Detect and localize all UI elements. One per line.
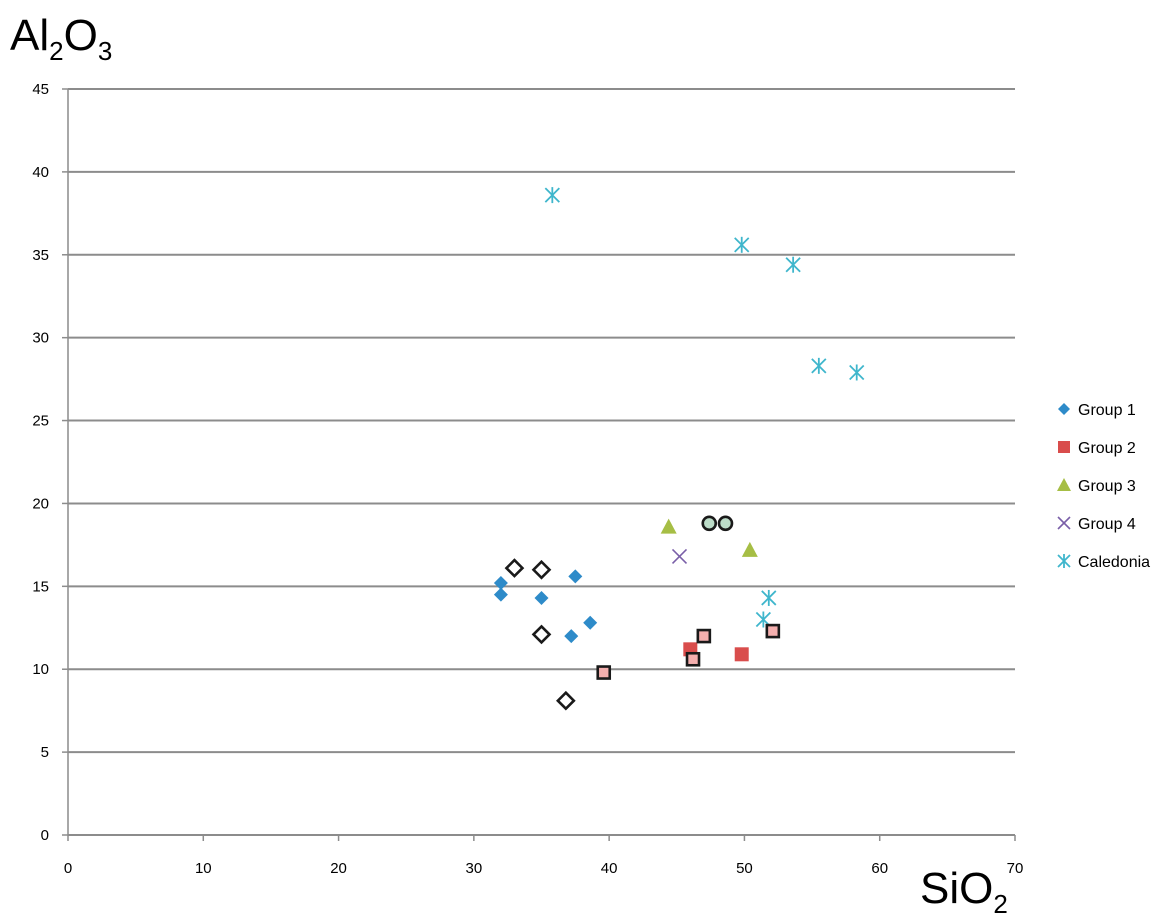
x-tick-label: 50	[736, 860, 753, 877]
legend-label-group-3: Group 3	[1078, 478, 1136, 495]
data-point-group-1	[568, 569, 583, 584]
data-point-caledonia	[811, 357, 827, 374]
data-point-open-diamond	[531, 624, 552, 645]
x-tick-label: 70	[1007, 860, 1024, 877]
x-tick-label: 40	[601, 860, 618, 877]
y-axis-title-sub1: 2	[49, 36, 63, 66]
tick-labels: 0 5 10 15 20 25 30 35 40 45 0 10 20 30 40 50 60 70	[32, 81, 1023, 877]
data-point-outlined-circle	[717, 515, 734, 532]
x-tick-label: 0	[64, 860, 72, 877]
data-point-caledonia	[785, 256, 801, 273]
data-point-outlined-square	[596, 665, 612, 680]
x-axis-title-sub: 2	[993, 889, 1007, 919]
x-tick-label: 20	[330, 860, 347, 877]
x-tick-label: 10	[195, 860, 212, 877]
data-point-outlined-square	[765, 623, 781, 639]
legend-item-caledonia: Caledonia	[1057, 554, 1150, 571]
legend-label-caledonia: Caledonia	[1078, 554, 1150, 571]
axes	[62, 88, 1016, 841]
data-point-group-2	[734, 647, 749, 662]
legend-marker-group-1	[1058, 403, 1070, 415]
y-tick-label: 40	[32, 164, 49, 181]
data-point-group-3	[660, 518, 677, 534]
x-axis-title-main: SiO	[920, 864, 993, 913]
data-point-group-4	[671, 548, 688, 565]
legend-label-group-2: Group 2	[1078, 440, 1136, 457]
x-axis-title: SiO2	[920, 864, 1008, 919]
grid-lines	[68, 88, 1015, 754]
data-point-caledonia	[849, 364, 865, 381]
data-point-outlined-square	[696, 628, 712, 644]
legend: Group 1 Group 2 Group 3 Group 4 Caledonia	[1057, 402, 1150, 571]
y-tick-label: 45	[32, 81, 49, 98]
y-tick-label: 20	[32, 495, 49, 512]
data-point-outlined-circle	[701, 515, 718, 532]
y-axis-title: Al2O3	[10, 11, 112, 66]
y-tick-label: 15	[32, 578, 49, 595]
y-axis-title-sub2: 3	[98, 36, 112, 66]
legend-marker-group-3	[1057, 478, 1071, 491]
legend-item-group-3: Group 3	[1057, 478, 1136, 495]
y-tick-label: 5	[41, 744, 49, 761]
legend-marker-group-2	[1058, 441, 1070, 453]
legend-marker-group-4	[1057, 516, 1071, 530]
y-tick-label: 10	[32, 661, 49, 678]
data-point-group-1	[493, 587, 508, 602]
y-tick-label: 35	[32, 247, 49, 264]
legend-label-group-1: Group 1	[1078, 402, 1136, 419]
data-point-open-diamond	[531, 559, 552, 580]
x-tick-label: 30	[466, 860, 483, 877]
x-tick-label: 60	[871, 860, 888, 877]
data-point-group-1	[534, 590, 549, 605]
legend-label-group-4: Group 4	[1078, 516, 1136, 533]
y-tick-label: 30	[32, 330, 49, 347]
y-tick-label: 25	[32, 413, 49, 430]
legend-item-group-4: Group 4	[1057, 516, 1136, 533]
data-point-group-3	[741, 541, 758, 557]
data-point-caledonia	[734, 236, 750, 253]
data-point-caledonia	[544, 187, 560, 204]
data-point-outlined-square	[685, 651, 701, 667]
data-point-group-1	[583, 615, 598, 630]
y-tick-label: 0	[41, 827, 49, 844]
data-point-caledonia	[761, 589, 777, 606]
data-point-group-1	[564, 629, 579, 644]
legend-item-group-1: Group 1	[1058, 402, 1136, 419]
data-point-open-diamond	[556, 690, 576, 711]
legend-item-group-2: Group 2	[1058, 440, 1136, 457]
data-points	[493, 187, 865, 711]
data-point-open-diamond	[504, 558, 525, 578]
y-axis-title-main2: O	[64, 11, 98, 60]
legend-marker-caledonia	[1057, 554, 1071, 568]
data-point-group-1	[493, 576, 508, 591]
y-axis-title-main1: Al	[10, 11, 49, 60]
